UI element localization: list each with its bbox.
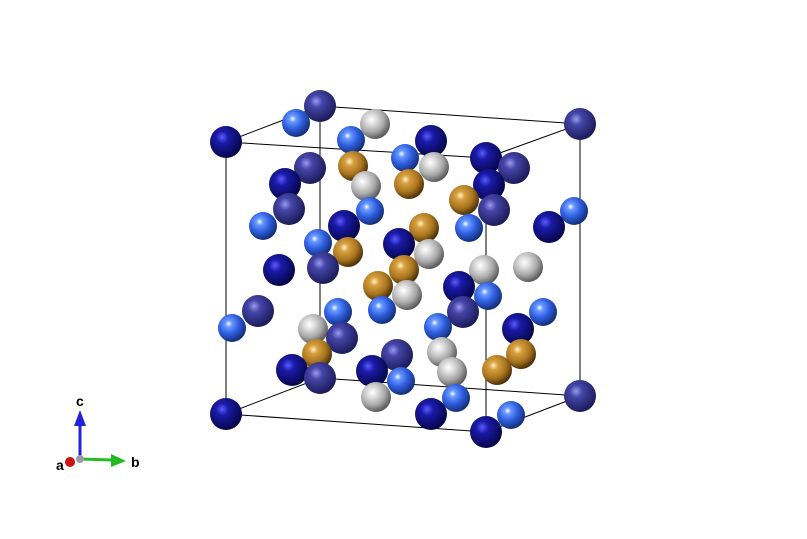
atom-blue[interactable] xyxy=(218,314,246,342)
atom-slate[interactable] xyxy=(242,295,274,327)
atom-gold[interactable] xyxy=(482,355,512,385)
atom-gold[interactable] xyxy=(363,271,393,301)
orientation-axes: c b a xyxy=(56,393,140,473)
atom-navy[interactable] xyxy=(415,398,447,430)
atom-gray[interactable] xyxy=(298,314,328,344)
atom-navy[interactable] xyxy=(383,228,415,260)
atom-navy[interactable] xyxy=(210,126,242,158)
atom-slate[interactable] xyxy=(478,194,510,226)
atom-blue[interactable] xyxy=(560,197,588,225)
atom-navy[interactable] xyxy=(502,313,534,345)
atom-blue[interactable] xyxy=(474,282,502,310)
atom-blue[interactable] xyxy=(442,384,470,412)
atom-slate[interactable] xyxy=(564,380,596,412)
atom-slate[interactable] xyxy=(304,362,336,394)
cell-edge xyxy=(485,123,581,159)
atom-slate[interactable] xyxy=(273,193,305,225)
atom-blue[interactable] xyxy=(304,229,332,257)
axis-a-arrowhead xyxy=(65,457,75,467)
atom-slate[interactable] xyxy=(304,90,336,122)
cell-edge xyxy=(225,413,487,433)
atom-blue[interactable] xyxy=(391,144,419,172)
atom-blue[interactable] xyxy=(356,197,384,225)
axis-c-arrowhead xyxy=(74,410,86,426)
atom-blue[interactable] xyxy=(387,367,415,395)
axis-c-label: c xyxy=(76,393,84,409)
atom-navy[interactable] xyxy=(356,355,388,387)
atom-navy[interactable] xyxy=(328,210,360,242)
atom-navy[interactable] xyxy=(470,142,502,174)
axis-b-arrowhead xyxy=(111,454,126,467)
atom-gray[interactable] xyxy=(392,280,422,310)
atom-navy[interactable] xyxy=(415,125,447,157)
axis-b-label: b xyxy=(131,454,140,470)
atom-slate[interactable] xyxy=(307,252,339,284)
atom-gold[interactable] xyxy=(409,213,439,243)
atom-blue[interactable] xyxy=(282,109,310,137)
atoms xyxy=(210,90,596,448)
atom-blue[interactable] xyxy=(249,212,277,240)
atom-navy[interactable] xyxy=(210,398,242,430)
atom-gold[interactable] xyxy=(333,237,363,267)
atom-slate[interactable] xyxy=(498,152,530,184)
atom-navy[interactable] xyxy=(276,354,308,386)
atom-gray[interactable] xyxy=(414,239,444,269)
atom-slate[interactable] xyxy=(447,296,479,328)
atom-blue[interactable] xyxy=(337,126,365,154)
atom-gray[interactable] xyxy=(361,382,391,412)
atom-slate[interactable] xyxy=(326,322,358,354)
atom-gold[interactable] xyxy=(449,185,479,215)
atom-navy[interactable] xyxy=(443,271,475,303)
atom-slate[interactable] xyxy=(381,339,413,371)
atom-slate[interactable] xyxy=(294,152,326,184)
atom-gold[interactable] xyxy=(506,339,536,369)
atom-blue[interactable] xyxy=(368,296,396,324)
atom-blue[interactable] xyxy=(424,313,452,341)
atom-gray[interactable] xyxy=(437,357,467,387)
cell-edge xyxy=(485,395,581,433)
atom-navy[interactable] xyxy=(533,211,565,243)
atom-navy[interactable] xyxy=(473,169,505,201)
atom-gray[interactable] xyxy=(469,255,499,285)
atom-gray[interactable] xyxy=(351,171,381,201)
atom-gray[interactable] xyxy=(360,109,390,139)
atom-gold[interactable] xyxy=(389,255,419,285)
axis-origin xyxy=(76,455,84,463)
atom-gray[interactable] xyxy=(419,152,449,182)
atom-gray[interactable] xyxy=(513,252,543,282)
atom-blue[interactable] xyxy=(455,214,483,242)
atom-navy[interactable] xyxy=(269,168,301,200)
atom-blue[interactable] xyxy=(529,298,557,326)
atom-slate[interactable] xyxy=(564,108,596,140)
atom-gold[interactable] xyxy=(302,339,332,369)
axis-a-label: a xyxy=(56,457,64,473)
axis-b-shaft xyxy=(79,457,113,462)
cell-edge xyxy=(225,377,321,415)
atom-gold[interactable] xyxy=(394,169,424,199)
atom-blue[interactable] xyxy=(497,401,525,429)
cell-edge xyxy=(319,105,581,125)
atom-navy[interactable] xyxy=(470,416,502,448)
atom-navy[interactable] xyxy=(263,254,295,286)
atom-blue[interactable] xyxy=(324,298,352,326)
